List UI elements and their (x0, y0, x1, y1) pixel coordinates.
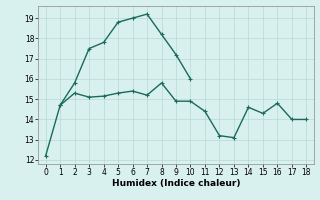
X-axis label: Humidex (Indice chaleur): Humidex (Indice chaleur) (112, 179, 240, 188)
